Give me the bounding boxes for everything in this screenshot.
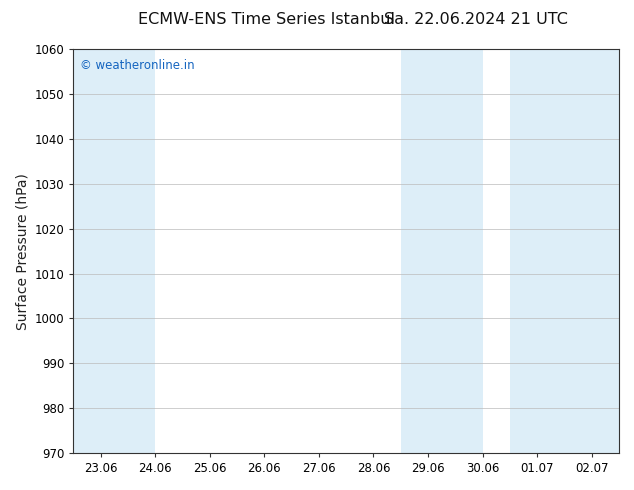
Bar (510, 49, 619, 453)
Text: © weatheronline.in: © weatheronline.in (80, 59, 195, 73)
Text: ECMW-ENS Time Series Istanbul: ECMW-ENS Time Series Istanbul (138, 12, 395, 27)
Bar (74, 49, 155, 453)
Bar (401, 49, 482, 453)
Y-axis label: Surface Pressure (hPa): Surface Pressure (hPa) (15, 173, 29, 330)
Text: Sa. 22.06.2024 21 UTC: Sa. 22.06.2024 21 UTC (384, 12, 567, 27)
